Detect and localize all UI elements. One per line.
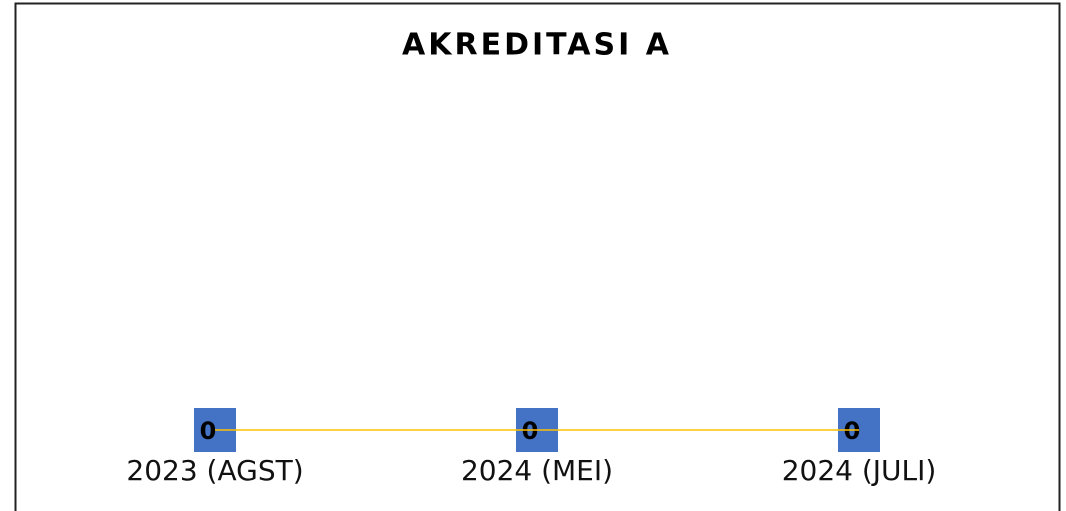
x-tick-label: 2023 (AGST) [126, 454, 303, 487]
data-label: 0 [844, 417, 861, 445]
data-label: 0 [200, 417, 217, 445]
x-tick-label: 2024 (MEI) [461, 454, 613, 487]
x-tick-label: 2024 (JULI) [782, 454, 937, 487]
chart-title: AKREDITASI A [402, 28, 672, 63]
data-label: 0 [522, 417, 539, 445]
chart-border [14, 2, 1061, 511]
